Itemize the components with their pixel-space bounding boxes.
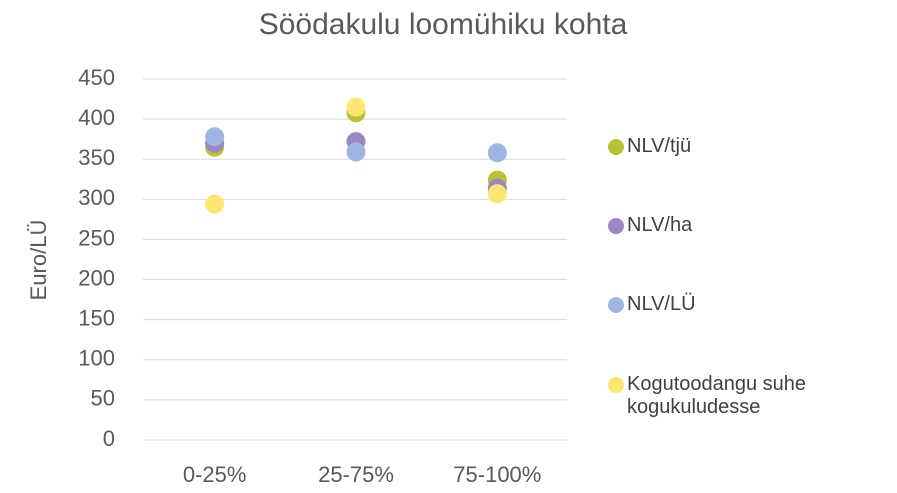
chart-title: Söödakulu loomühiku kohta	[259, 8, 628, 41]
y-tick-label: 350	[78, 145, 115, 170]
y-tick-label: 300	[78, 185, 115, 210]
legend-label: Kogutoodangu suhe kogukuludesse	[627, 373, 807, 418]
x-tick-label: 75-100%	[453, 462, 541, 487]
data-point	[205, 127, 225, 147]
y-tick-label: 100	[78, 346, 115, 371]
legend-marker	[608, 139, 624, 155]
y-tick-label: 450	[78, 65, 115, 90]
legend-label: NLV/tjü	[627, 135, 692, 157]
legend-marker	[608, 377, 624, 393]
y-tick-label: 50	[91, 386, 115, 411]
legend-marker	[608, 297, 624, 313]
y-tick-label: 200	[78, 265, 115, 290]
y-tick-label: 0	[103, 426, 115, 451]
y-tick-label: 400	[78, 105, 115, 130]
legend-label: NLV/ha	[627, 214, 693, 236]
data-point	[346, 142, 366, 162]
legend-label: NLV/LÜ	[627, 293, 696, 315]
data-point	[487, 143, 507, 163]
y-tick-label: 250	[78, 225, 115, 250]
legend-item: Kogutoodangu suhe kogukuludesse	[608, 373, 888, 419]
legend-item: NLV/ha	[608, 214, 888, 237]
y-axis-label: Euro/LÜ	[26, 220, 51, 301]
data-point	[346, 97, 366, 117]
y-tick-label: 150	[78, 305, 115, 330]
x-tick-label: 0-25%	[183, 462, 247, 487]
x-tick-label: 25-75%	[318, 462, 394, 487]
legend-item: NLV/tjü	[608, 135, 888, 158]
data-point	[205, 194, 225, 214]
data-point	[487, 184, 507, 204]
legend-item: NLV/LÜ	[608, 293, 888, 316]
legend-marker	[608, 218, 624, 234]
